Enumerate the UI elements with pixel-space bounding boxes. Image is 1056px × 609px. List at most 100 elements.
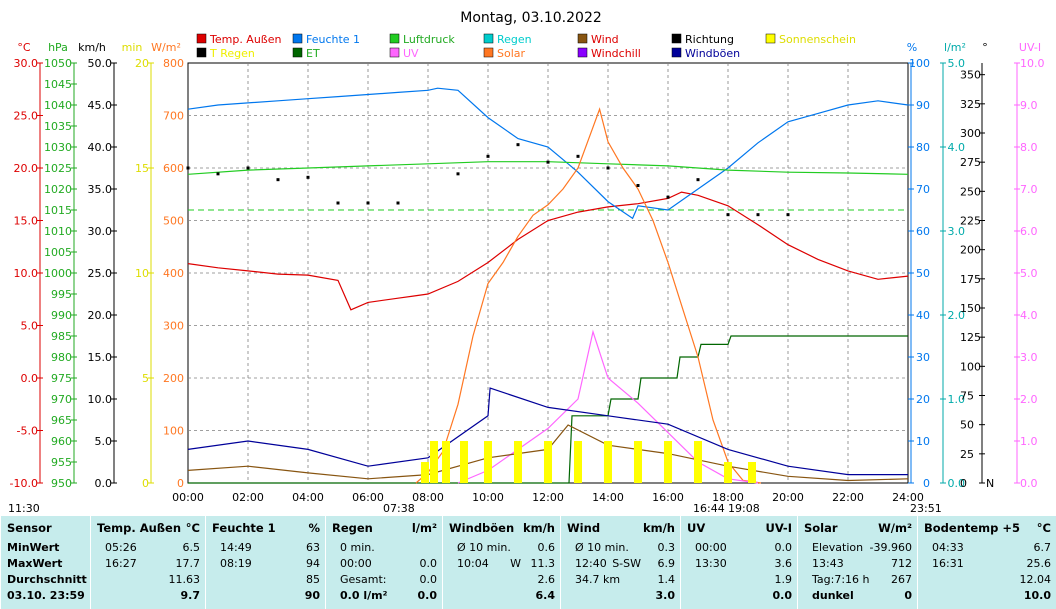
- series-point-richtung: [576, 154, 580, 158]
- tick-label-wind: 25.0: [88, 267, 113, 280]
- series-bar-sonnenschein: [514, 441, 522, 483]
- tick-label-temp: 0.0: [21, 372, 39, 385]
- x-tick-label: 24:00: [892, 491, 924, 504]
- tick-label-pressure: 1030: [44, 141, 72, 154]
- tick-label-temp: 10.0: [14, 267, 39, 280]
- marker-noon: 16:44: [693, 502, 725, 515]
- series-bar-sonnenschein: [574, 441, 582, 483]
- marker-left: 11:30: [8, 502, 40, 515]
- tick-label-wind: 20.0: [88, 309, 113, 322]
- tick-label-humidity: 50: [916, 267, 930, 280]
- tick-label-rain: 1.0: [948, 393, 966, 406]
- stats-row: 16:27 17.7: [91, 556, 206, 572]
- tick-label-pressure: 960: [51, 435, 72, 448]
- tick-label-uv: 5.0: [1020, 267, 1038, 280]
- series-point-richtung: [186, 166, 190, 170]
- series-line-solar: [415, 107, 762, 484]
- x-tick-label: 02:00: [232, 491, 264, 504]
- stats-cell-value: 12.04: [1019, 573, 1052, 586]
- stats-cell-label: 00:00: [340, 557, 372, 570]
- stats-cell-value: -39.960: [869, 541, 912, 554]
- tick-label-rain: 3.0: [948, 225, 966, 238]
- stats-row: 0.0: [681, 588, 798, 604]
- stats-cell-label: 00:00: [695, 541, 727, 554]
- series-bar-sonnenschein: [634, 441, 642, 483]
- tick-label-minutes: 20: [135, 57, 149, 70]
- stats-row: MaxWert: [1, 556, 91, 572]
- stats-cell-value: 94: [306, 557, 320, 570]
- stats-column: Regen l/m² 0 min. 00:00 0.0 Gesamt: 0.0 0.0 l/m…: [325, 516, 443, 609]
- stats-row: 6.4: [443, 588, 561, 604]
- series-bar-sonnenschein: [544, 441, 552, 483]
- stats-cell-extra: W: [510, 557, 521, 570]
- stats-row: 0.0 l/m² 0.0: [326, 588, 443, 604]
- tick-label-direction: 100: [960, 360, 981, 373]
- axis-unit: %: [907, 41, 917, 54]
- tick-label-humidity: 60: [916, 225, 930, 238]
- stats-cell-label: 08:19: [220, 557, 252, 570]
- legend: Temp. Außen Feuchte 1 Luftdruck Regen Wind Ri…: [196, 33, 856, 60]
- chart-grid: [187, 62, 909, 484]
- tick-label-minutes: 5: [142, 372, 149, 385]
- stats-cell-value: 17.7: [175, 557, 201, 570]
- stats-header: Wind km/h: [561, 520, 681, 536]
- stats-cell-label: 16:27: [105, 557, 137, 570]
- legend-label: Windböen: [685, 47, 740, 60]
- chart-title: Montag, 03.10.2022: [460, 10, 602, 26]
- stats-row: 85: [206, 572, 326, 588]
- marker-right: 23:51: [910, 502, 942, 515]
- stats-cell-value: 85: [306, 573, 320, 586]
- stats-row: MinWert: [1, 540, 91, 556]
- stats-cell-label: Gesamt:: [340, 573, 387, 586]
- tick-label-wind: 15.0: [88, 351, 113, 364]
- stats-header: Sensor: [1, 520, 91, 536]
- stats-header-unit: km/h: [522, 521, 555, 535]
- stats-column: UV UV-I 00:00 0.0 13:30 3.6 1.9 0.0: [680, 516, 798, 609]
- tick-label-wind: 30.0: [88, 225, 113, 238]
- tick-label-solar: 200: [163, 372, 184, 385]
- legend-label: Regen: [497, 33, 532, 46]
- series-point-richtung: [786, 213, 790, 217]
- tick-label-solar: 100: [163, 425, 184, 438]
- stats-column: Solar W/m² Elevation -39.960 13:43 712 Tag:7:1…: [797, 516, 918, 609]
- stats-cell-value: 63: [306, 541, 320, 554]
- series-point-richtung: [516, 143, 520, 147]
- tick-label-wind: 45.0: [88, 99, 113, 112]
- tick-label-direction: 300: [960, 127, 981, 140]
- tick-label-uv: 8.0: [1020, 141, 1038, 154]
- tick-label-direction: 350: [960, 69, 981, 82]
- legend-label: UV: [403, 47, 419, 60]
- tick-label-rain: 0.0: [948, 477, 966, 490]
- x-tick-label: 12:00: [532, 491, 564, 504]
- legend-swatch: [765, 33, 776, 44]
- stats-header-unit: W/m²: [878, 521, 912, 535]
- x-tick-label: 10:00: [472, 491, 504, 504]
- stats-header-unit: UV-I: [765, 521, 792, 535]
- tick-label-direction: 175: [960, 273, 981, 286]
- series-bar-sonnenschein: [694, 441, 702, 483]
- x-tick-label: 22:00: [832, 491, 864, 504]
- legend-swatch: [483, 47, 494, 58]
- series-point-richtung: [306, 175, 310, 179]
- axis-unit: °C: [17, 41, 31, 54]
- x-tick-label: 16:00: [652, 491, 684, 504]
- series-point-richtung: [606, 166, 610, 170]
- series-line-et: [188, 335, 908, 484]
- series-bar-sonnenschein: [604, 441, 612, 483]
- tick-label-direction: 200: [960, 244, 981, 257]
- tick-label-solar: 300: [163, 320, 184, 333]
- axis-unit: °: [982, 41, 988, 54]
- legend-label: Luftdruck: [403, 33, 455, 46]
- legend-label: T Regen: [209, 47, 255, 60]
- axis-unit: UV-I: [1019, 41, 1041, 54]
- stats-header-unit: l/m²: [411, 521, 437, 535]
- tick-label-wind: 35.0: [88, 183, 113, 196]
- stats-header: Bodentemp +5 °C: [918, 520, 1056, 536]
- stats-cell-value: 0.0: [419, 573, 438, 586]
- series-point-richtung: [726, 213, 730, 217]
- weather-chart: Montag, 03.10.2022 Temp. Außen Feuchte 1 L…: [8, 10, 1045, 515]
- legend-label: Sonnenschein: [779, 33, 856, 46]
- stats-row: 10:04 W 11.3: [443, 556, 561, 572]
- stats-cell-value: 0: [904, 589, 912, 602]
- stats-row: 16:31 25.6: [918, 556, 1056, 572]
